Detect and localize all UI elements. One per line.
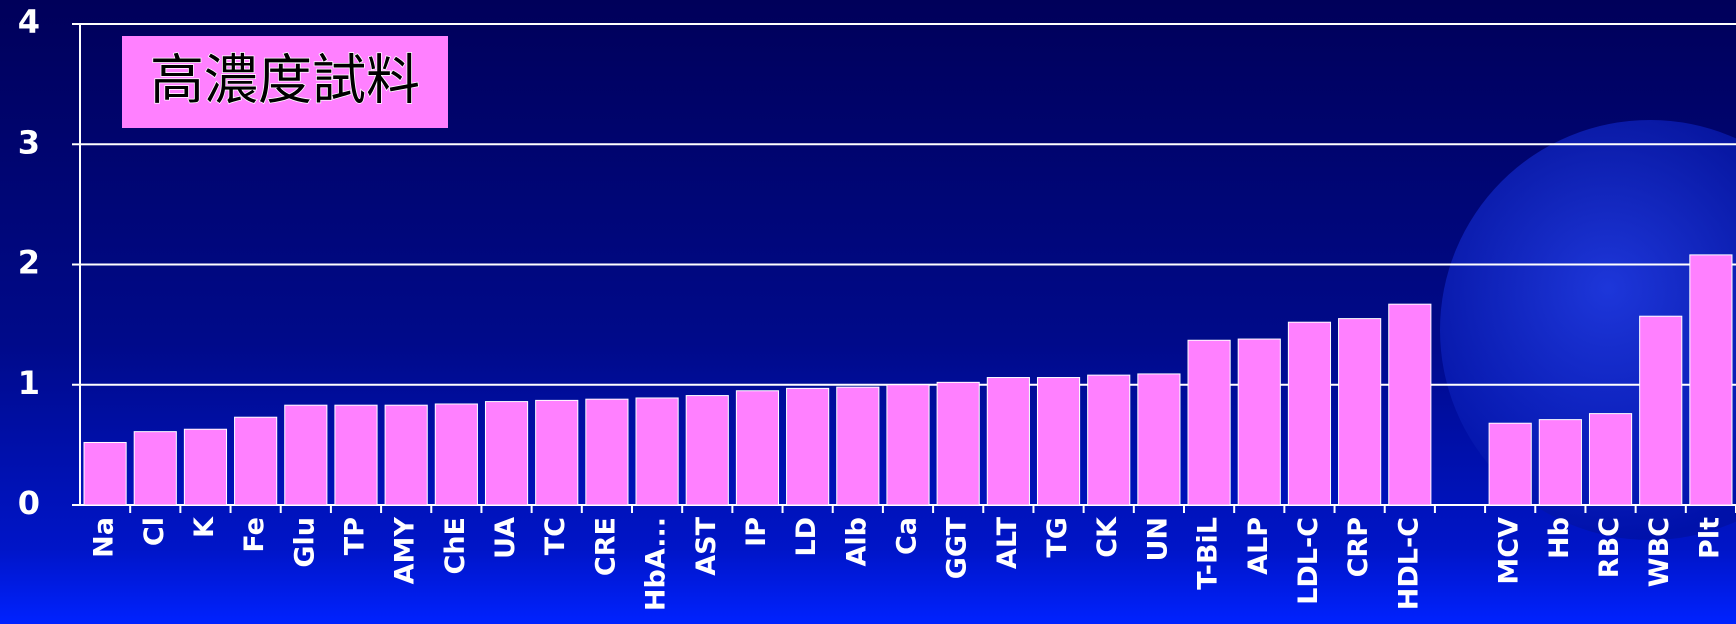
y-tick-label: 0 (18, 484, 40, 522)
bar (1237, 338, 1281, 506)
x-tick-label: WBC (1644, 517, 1675, 587)
x-tick-label: Glu (289, 517, 320, 568)
bar (1137, 373, 1181, 506)
x-tick-label: TC (540, 517, 571, 555)
bar (685, 395, 729, 506)
bar (535, 399, 579, 506)
x-tick-label: ALT (992, 516, 1023, 569)
x-tick-label: Fe (239, 517, 270, 553)
x-tick-label: UN (1142, 517, 1173, 562)
x-tick-label: Alb (841, 517, 872, 566)
x-tick-label: T-BiL (1193, 517, 1224, 590)
bar (786, 387, 830, 506)
bar (1488, 422, 1532, 506)
x-tick-label: AMY (390, 517, 421, 585)
x-tick-label: Na (89, 517, 120, 558)
x-tick-label: IP (741, 517, 772, 547)
x-tick-label: CRE (590, 517, 621, 576)
x-tick-label: AST (691, 516, 722, 575)
x-tick-label: LD (791, 517, 822, 557)
x-tick-label: TG (1042, 517, 1073, 558)
bar (735, 390, 780, 506)
x-tick-label: HDL-C (1393, 517, 1424, 610)
bar (1287, 321, 1332, 506)
x-tick-label: TP (340, 517, 371, 555)
bar (1187, 339, 1231, 506)
bar (484, 401, 529, 506)
x-tick-label: GGT (942, 516, 973, 579)
x-tick-label: K (189, 516, 220, 538)
bar (1538, 419, 1582, 506)
x-tick-label: UA (490, 517, 521, 559)
x-tick-label: Hb (1544, 517, 1575, 559)
bar (936, 381, 980, 506)
bar (886, 384, 930, 506)
bar (1036, 377, 1081, 506)
bar (1087, 374, 1131, 506)
y-tick-label: 2 (18, 244, 40, 282)
bar (1689, 254, 1733, 506)
x-tick-label: RBC (1594, 517, 1625, 578)
annotation-box (122, 36, 448, 128)
x-tick-label: CK (1092, 516, 1123, 558)
x-tick-label: Ca (892, 517, 923, 555)
x-tick-label: CRP (1343, 517, 1374, 577)
x-tick-label: Cl (139, 517, 170, 546)
x-tick-label: LDL-C (1293, 517, 1324, 605)
bar (836, 386, 880, 506)
y-tick-label: 1 (18, 364, 40, 402)
bar (83, 441, 127, 506)
bar (1588, 413, 1633, 506)
bar (334, 404, 378, 506)
bar (434, 403, 478, 506)
bar (183, 428, 228, 506)
bar (133, 431, 177, 506)
x-tick-label: Plt (1694, 517, 1725, 559)
x-tick-label: ALP (1243, 517, 1274, 575)
x-tick-label: HbA... (641, 517, 672, 611)
x-tick-label: ChE (440, 517, 471, 574)
x-tick-label: MCV (1494, 517, 1525, 585)
bar (234, 416, 278, 506)
bar (284, 404, 328, 506)
bar (1338, 318, 1382, 506)
y-tick-label: 3 (18, 123, 40, 161)
bar (384, 404, 428, 506)
bar (1388, 303, 1432, 506)
bar (585, 398, 629, 506)
annotation: 高濃度試料 (150, 49, 420, 112)
bar (986, 377, 1030, 506)
bar (1639, 315, 1683, 506)
y-tick-label: 4 (18, 3, 40, 41)
bar (635, 397, 679, 506)
